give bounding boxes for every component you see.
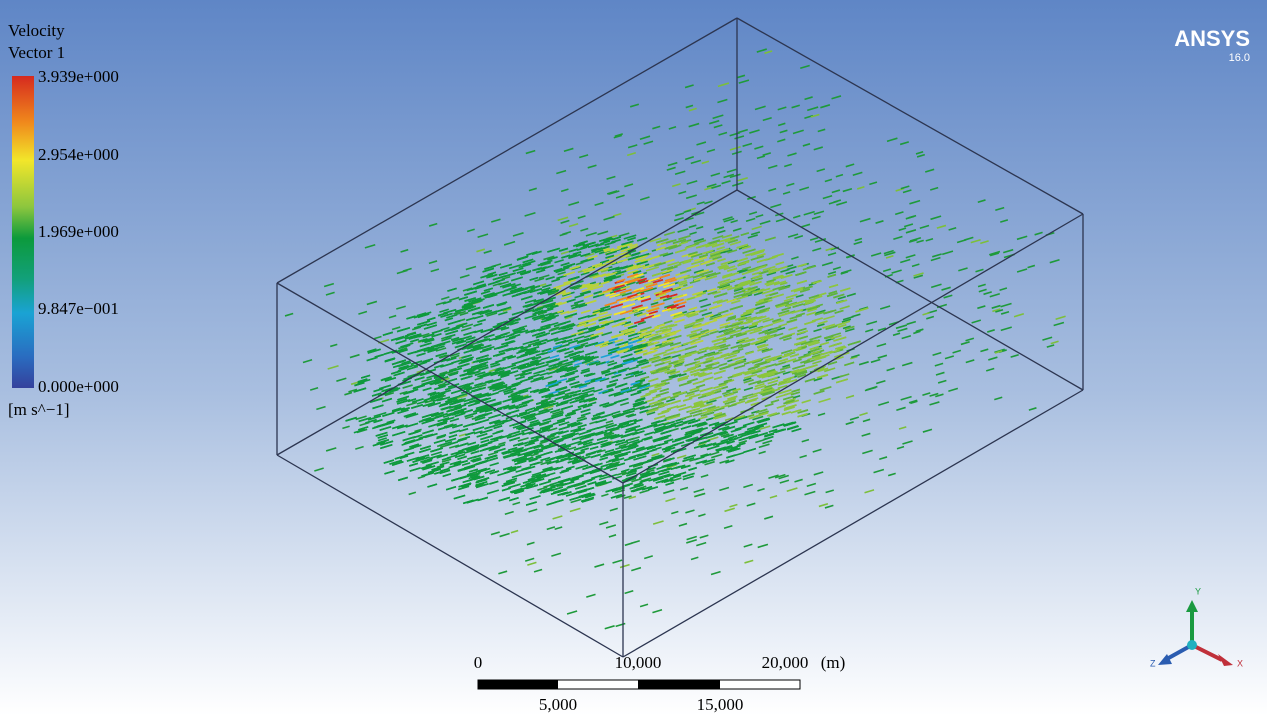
- page: Velocity Vector 1 3.939e+000 2.954e+000 …: [0, 0, 1267, 716]
- viewport: Velocity Vector 1 3.939e+000 2.954e+000 …: [0, 0, 1267, 716]
